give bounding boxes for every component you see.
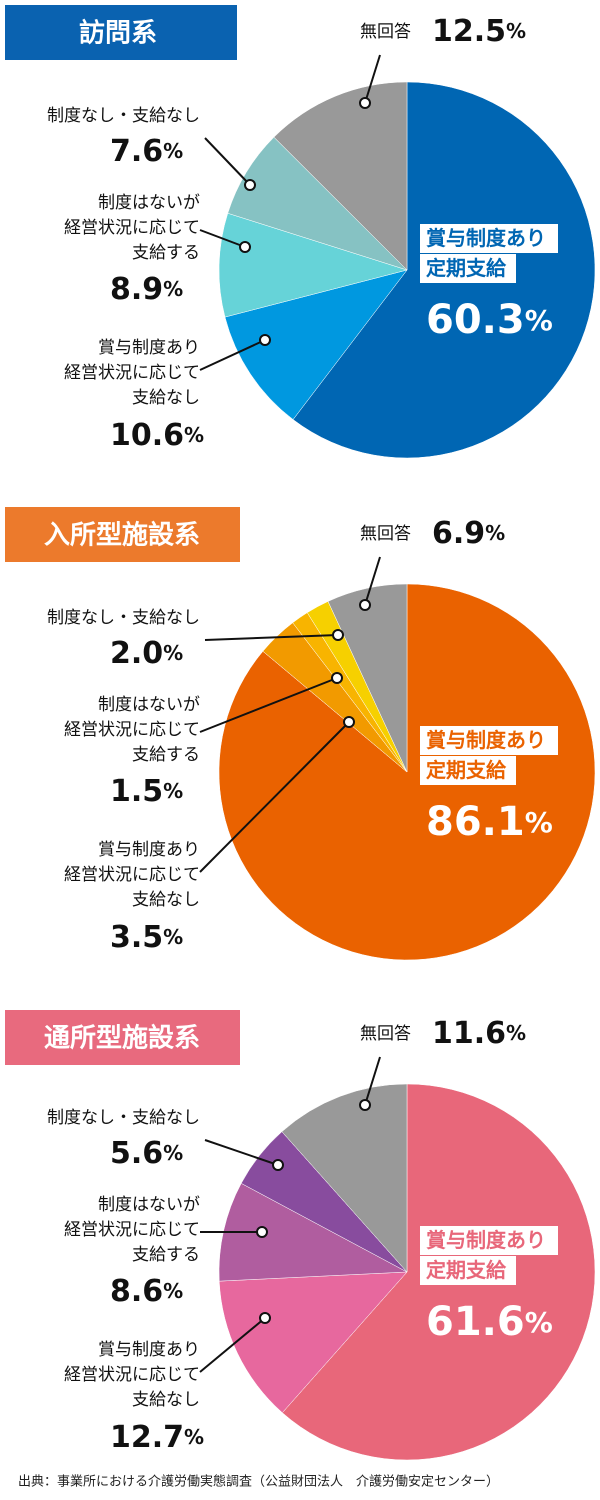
leader-dot — [359, 97, 371, 109]
value-label: 61.6% — [426, 1299, 553, 1345]
pie-slice — [218, 212, 408, 318]
value-label: 60.3% — [426, 297, 553, 343]
value-label: 10.6% — [110, 418, 204, 453]
chart-title: 入所型施設系 — [44, 520, 200, 551]
leader-line — [199, 339, 266, 371]
source-note: 出典：事業所における介護労働実態調査（公益財団法人 介護労働安定センター） — [18, 1474, 499, 1490]
value-label: 1.5% — [110, 774, 183, 809]
slice-label: 制度なし・支給なし — [47, 106, 200, 126]
slice-label: 賞与制度あり経営状況に応じて支給なし — [64, 338, 200, 408]
leader-dot — [332, 629, 344, 641]
label-box — [420, 726, 558, 755]
pie-slice — [218, 1271, 408, 1414]
leader-dot — [359, 599, 371, 611]
pie-slice — [273, 81, 408, 271]
slice-label: 制度なし・支給なし — [47, 608, 200, 628]
pie-slice — [218, 1182, 408, 1282]
pie-slice — [327, 583, 408, 773]
slice-label: 制度はないが経営状況に応じて支給する — [64, 1195, 200, 1265]
value-label: 2.0% — [110, 636, 183, 671]
leader-dot — [272, 1159, 284, 1171]
leader-line — [204, 1139, 279, 1166]
value-label: 8.6% — [110, 1274, 183, 1309]
leader-line — [364, 54, 381, 104]
leader-line — [364, 556, 381, 606]
label-box — [420, 756, 516, 785]
value-label: 7.6% — [110, 134, 183, 169]
slice-label: 制度なし・支給なし — [47, 1108, 200, 1128]
leader-line — [199, 677, 338, 733]
leader-dot — [256, 1226, 268, 1238]
slice-label: 無回答 — [360, 524, 411, 544]
chart-title: 通所型施設系 — [44, 1023, 200, 1054]
slice-label: 賞与制度あり定期支給 — [426, 226, 546, 280]
slice-label: 制度はないが経営状況に応じて支給する — [64, 193, 200, 263]
leader-line — [204, 137, 251, 186]
value-label: 3.5% — [110, 920, 183, 955]
slice-label: 賞与制度あり定期支給 — [426, 728, 546, 782]
title-box — [5, 5, 237, 60]
label-box — [420, 1226, 558, 1255]
pie-slice — [281, 1083, 408, 1273]
title-box — [5, 507, 240, 562]
value-label: 12.7% — [110, 1420, 204, 1455]
slice-label: 制度はないが経営状況に応じて支給する — [64, 695, 200, 765]
slice-label: 賞与制度あり定期支給 — [426, 1228, 546, 1282]
leader-line — [364, 1056, 381, 1106]
slice-label: 無回答 — [360, 22, 411, 42]
leader-dot — [343, 716, 355, 728]
leader-line — [199, 721, 350, 873]
label-box — [420, 224, 558, 253]
leader-line — [204, 634, 339, 641]
slice-label: 賞与制度あり経営状況に応じて支給なし — [64, 1340, 200, 1410]
pie-slice — [224, 269, 408, 420]
value-label: 6.9% — [432, 516, 505, 551]
value-label: 11.6% — [432, 1016, 526, 1051]
value-label: 5.6% — [110, 1136, 183, 1171]
leader-line — [199, 229, 246, 248]
title-box — [5, 1010, 240, 1065]
leader-dot — [359, 1099, 371, 1111]
value-label: 86.1% — [426, 799, 553, 845]
label-box — [420, 254, 516, 283]
leader-line — [199, 1317, 266, 1373]
leader-dot — [259, 334, 271, 346]
leader-dot — [244, 179, 256, 191]
value-label: 12.5% — [432, 14, 526, 49]
chart-title: 訪問系 — [79, 18, 157, 49]
label-box — [420, 1256, 516, 1285]
slice-label: 賞与制度あり経営状況に応じて支給なし — [64, 840, 200, 910]
leader-dot — [259, 1312, 271, 1324]
value-label: 8.9% — [110, 272, 183, 307]
leader-dot — [331, 672, 343, 684]
slice-label: 無回答 — [360, 1024, 411, 1044]
leader-dot — [239, 241, 251, 253]
